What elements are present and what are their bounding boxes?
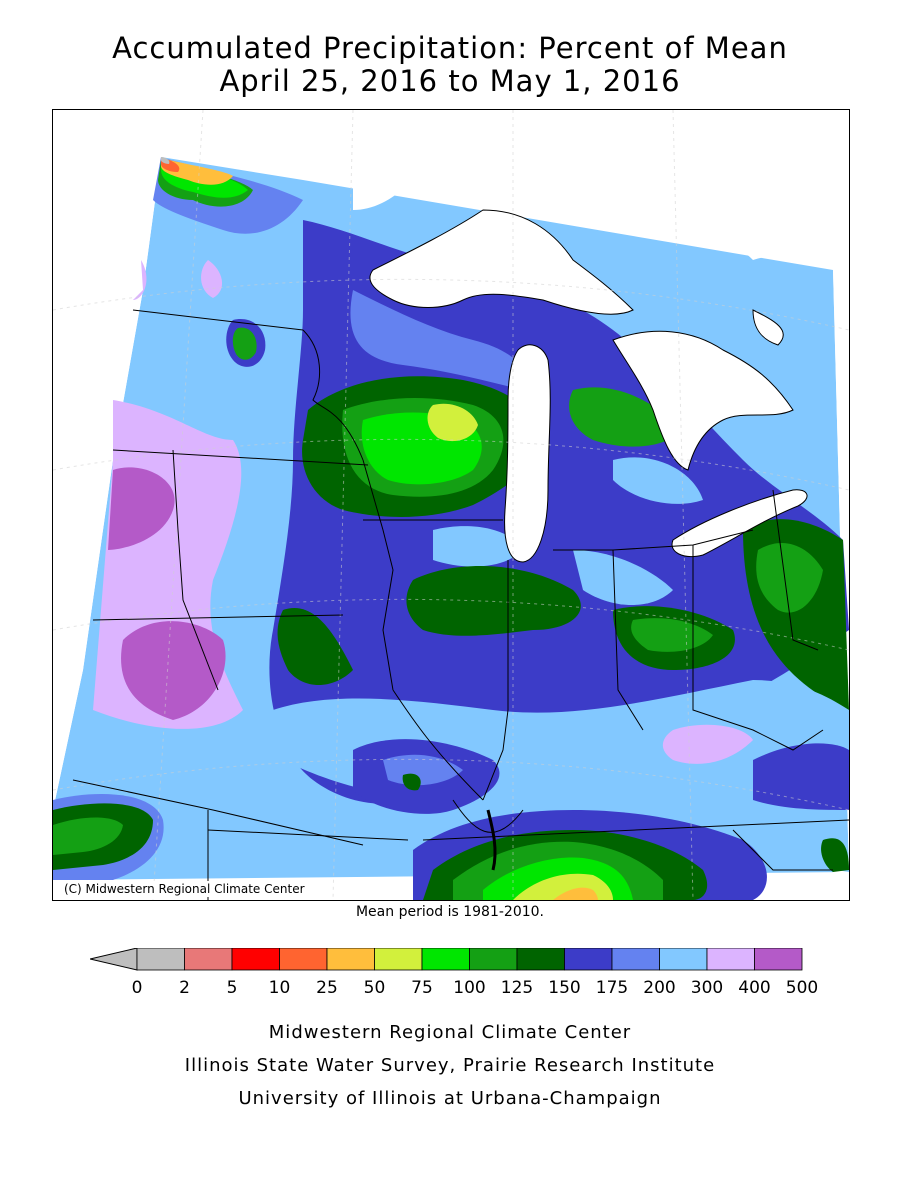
color-legend: 0 2 5 10 25 50 75 100 125 150 175 200 300 400 500 (90, 948, 830, 998)
canada-region (353, 110, 849, 270)
map-title: Accumulated Precipitation: Percent of Me… (112, 31, 788, 65)
legend-tick-label: 25 (316, 978, 338, 998)
mean-period-note: Mean period is 1981-2010. (355, 904, 545, 920)
legend-tick-label: 5 (227, 978, 238, 998)
lake-huron (612, 330, 794, 471)
copyright-label: (C) Midwestern Regional Climate Center (61, 881, 308, 897)
legend-swatch (136, 948, 185, 971)
legend-tick-label: 50 (364, 978, 386, 998)
legend-swatch (279, 948, 328, 971)
legend-swatch (469, 948, 518, 971)
lake-michigan (504, 344, 551, 563)
legend-swatch (326, 948, 375, 971)
legend-swatch (421, 948, 470, 971)
legend-swatch (231, 948, 280, 971)
legend-tick-label: 300 (691, 978, 723, 998)
legend-swatch (659, 948, 708, 971)
legend-swatch (564, 948, 613, 971)
legend-tick-label: 75 (411, 978, 433, 998)
legend-tick-label: 125 (501, 978, 533, 998)
lake-superior (369, 209, 634, 315)
legend-swatch (516, 948, 565, 971)
legend-swatch (754, 948, 803, 971)
lake-erie (671, 489, 808, 557)
legend-arrow (90, 948, 138, 971)
legend-tick-label: 175 (596, 978, 628, 998)
legend-swatch (374, 948, 423, 971)
precipitation-map: (C) Midwestern Regional Climate Center (52, 109, 850, 901)
map-graphic (53, 110, 849, 900)
legend-tick-label: 0 (132, 978, 143, 998)
legend-tick-label: 150 (548, 978, 580, 998)
legend-tick-label: 2 (179, 978, 190, 998)
footer-survey: Illinois State Water Survey, Prairie Res… (184, 1055, 716, 1076)
footer-org: Midwestern Regional Climate Center (268, 1022, 632, 1043)
legend-swatch (611, 948, 660, 971)
legend-tick-label: 500 (786, 978, 818, 998)
legend-tick-label: 100 (453, 978, 485, 998)
footer-university: University of Illinois at Urbana-Champai… (238, 1088, 662, 1109)
legend-tick-label: 400 (738, 978, 770, 998)
legend-swatch (184, 948, 233, 971)
legend-swatch (706, 948, 755, 971)
legend-tick-label: 10 (269, 978, 291, 998)
legend-tick-label: 200 (643, 978, 675, 998)
map-date-range: April 25, 2016 to May 1, 2016 (219, 64, 681, 98)
